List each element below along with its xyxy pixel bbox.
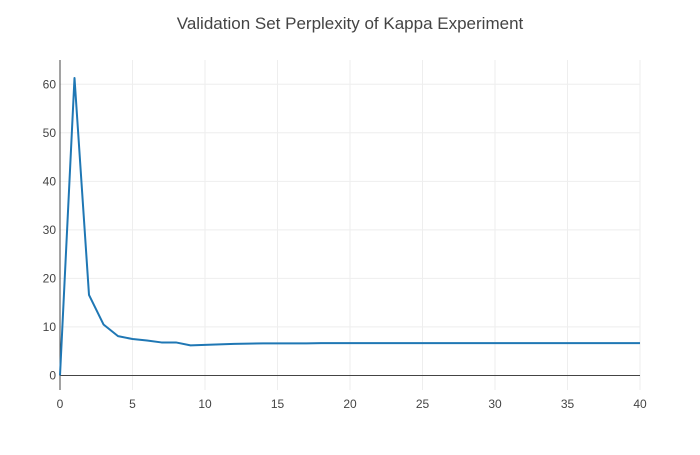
y-tick-label: 20 xyxy=(43,271,57,285)
x-tick-label: 10 xyxy=(198,397,212,411)
y-tick-label: 60 xyxy=(43,77,57,91)
x-tick-label: 0 xyxy=(57,397,64,411)
y-tick-label: 30 xyxy=(43,223,57,237)
y-axis-ticks: 0 10 20 30 40 50 60 xyxy=(43,77,57,382)
x-tick-label: 40 xyxy=(633,397,647,411)
x-axis-ticks: 0 5 10 15 20 25 30 35 40 xyxy=(57,397,647,411)
x-tick-label: 25 xyxy=(416,397,430,411)
y-tick-label: 50 xyxy=(43,126,57,140)
x-tick-label: 20 xyxy=(343,397,357,411)
y-tick-label: 0 xyxy=(49,368,56,382)
axes xyxy=(59,60,640,390)
y-tick-label: 10 xyxy=(43,320,57,334)
chart-title: Validation Set Perplexity of Kappa Exper… xyxy=(177,14,524,33)
series-line-0 xyxy=(59,76,640,376)
x-tick-label: 5 xyxy=(129,397,136,411)
x-tick-label: 35 xyxy=(561,397,575,411)
x-tick-label: 15 xyxy=(271,397,285,411)
y-tick-label: 40 xyxy=(43,174,57,188)
x-tick-label: 30 xyxy=(488,397,502,411)
grid-lines xyxy=(60,60,641,390)
series-layer xyxy=(59,76,640,376)
